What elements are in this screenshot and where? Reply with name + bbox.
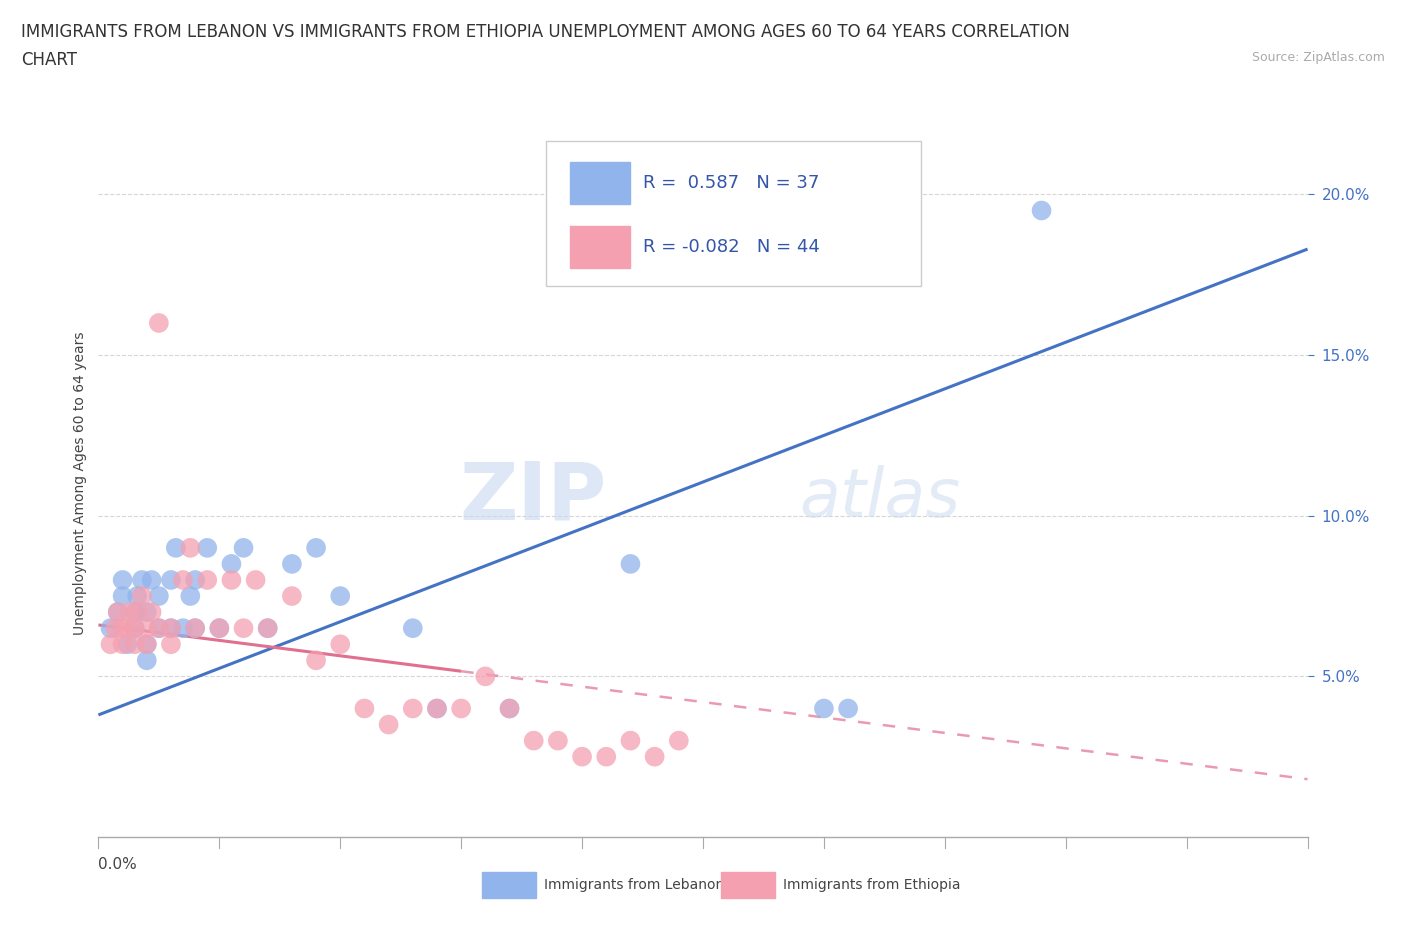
- Point: [245, 573, 267, 588]
- Point: [208, 620, 231, 635]
- Text: Immigrants from Ethiopia: Immigrants from Ethiopia: [783, 878, 960, 893]
- Point: [127, 604, 149, 619]
- Point: [837, 701, 859, 716]
- Point: [124, 620, 146, 635]
- Point: [131, 589, 153, 604]
- Point: [232, 540, 254, 555]
- Point: [179, 589, 201, 604]
- Point: [281, 556, 304, 571]
- Point: [124, 620, 146, 635]
- Point: [281, 589, 304, 604]
- Text: atlas: atlas: [800, 465, 960, 531]
- Point: [117, 620, 139, 635]
- Point: [644, 750, 666, 764]
- Point: [547, 733, 569, 748]
- Point: [148, 315, 170, 330]
- Point: [107, 604, 129, 619]
- Point: [377, 717, 399, 732]
- Point: [619, 733, 641, 748]
- Point: [498, 701, 520, 716]
- Point: [160, 637, 183, 652]
- Point: [111, 637, 134, 652]
- Text: Immigrants from Lebanon: Immigrants from Lebanon: [544, 878, 724, 893]
- Point: [208, 620, 231, 635]
- Point: [127, 589, 149, 604]
- Point: [595, 750, 617, 764]
- Point: [160, 620, 183, 635]
- Point: [148, 620, 170, 635]
- Point: [619, 556, 641, 571]
- Point: [111, 573, 134, 588]
- Point: [100, 637, 122, 652]
- Point: [184, 573, 207, 588]
- Point: [111, 589, 134, 604]
- FancyBboxPatch shape: [546, 140, 921, 286]
- Point: [131, 573, 153, 588]
- Point: [135, 637, 157, 652]
- Text: 0.0%: 0.0%: [98, 857, 138, 871]
- Point: [195, 540, 218, 555]
- Point: [172, 620, 194, 635]
- Point: [1031, 203, 1053, 218]
- Text: Source: ZipAtlas.com: Source: ZipAtlas.com: [1251, 51, 1385, 64]
- Point: [141, 573, 163, 588]
- Point: [305, 540, 328, 555]
- Point: [523, 733, 546, 748]
- Text: CHART: CHART: [21, 51, 77, 69]
- Point: [221, 573, 243, 588]
- Point: [221, 556, 243, 571]
- Point: [135, 637, 157, 652]
- Point: [184, 620, 207, 635]
- Point: [450, 701, 472, 716]
- Text: R = -0.082   N = 44: R = -0.082 N = 44: [643, 238, 820, 256]
- Point: [117, 637, 139, 652]
- Point: [124, 604, 146, 619]
- Y-axis label: Unemployment Among Ages 60 to 64 years: Unemployment Among Ages 60 to 64 years: [73, 332, 87, 635]
- Point: [165, 540, 187, 555]
- Point: [329, 589, 352, 604]
- Point: [141, 604, 163, 619]
- Point: [426, 701, 449, 716]
- Point: [498, 701, 520, 716]
- Point: [329, 637, 352, 652]
- Point: [402, 620, 425, 635]
- Point: [135, 620, 157, 635]
- Point: [148, 620, 170, 635]
- Point: [118, 604, 141, 619]
- Point: [571, 750, 593, 764]
- Point: [107, 604, 129, 619]
- Point: [160, 573, 183, 588]
- Point: [179, 540, 201, 555]
- Point: [135, 604, 157, 619]
- Point: [172, 573, 194, 588]
- Point: [813, 701, 835, 716]
- Point: [104, 620, 127, 635]
- Point: [426, 701, 449, 716]
- Point: [124, 637, 146, 652]
- Point: [353, 701, 375, 716]
- Point: [148, 589, 170, 604]
- Point: [402, 701, 425, 716]
- Point: [668, 733, 690, 748]
- Point: [256, 620, 278, 635]
- Point: [160, 620, 183, 635]
- Point: [305, 653, 328, 668]
- Point: [184, 620, 207, 635]
- Text: ZIP: ZIP: [458, 458, 606, 537]
- Bar: [569, 162, 630, 205]
- Point: [232, 620, 254, 635]
- Point: [100, 620, 122, 635]
- Point: [135, 653, 157, 668]
- Text: R =  0.587   N = 37: R = 0.587 N = 37: [643, 174, 818, 193]
- Text: IMMIGRANTS FROM LEBANON VS IMMIGRANTS FROM ETHIOPIA UNEMPLOYMENT AMONG AGES 60 T: IMMIGRANTS FROM LEBANON VS IMMIGRANTS FR…: [21, 23, 1070, 41]
- Point: [256, 620, 278, 635]
- Point: [195, 573, 218, 588]
- Bar: [569, 226, 630, 268]
- Point: [111, 620, 134, 635]
- Point: [474, 669, 496, 684]
